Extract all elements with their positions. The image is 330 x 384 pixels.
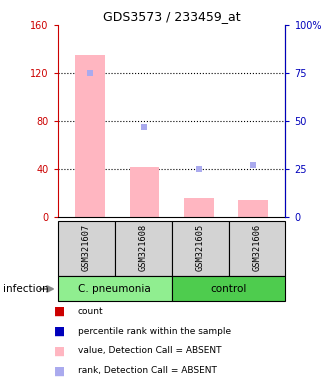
Text: ■: ■ <box>54 344 66 358</box>
Text: ■: ■ <box>54 305 66 318</box>
Bar <box>228 221 285 276</box>
Bar <box>184 198 214 217</box>
Text: count: count <box>78 306 103 316</box>
Text: value, Detection Call = ABSENT: value, Detection Call = ABSENT <box>78 346 221 356</box>
Bar <box>238 200 268 217</box>
Bar <box>75 55 105 217</box>
Text: C. pneumonia: C. pneumonia <box>78 284 151 294</box>
Text: rank, Detection Call = ABSENT: rank, Detection Call = ABSENT <box>78 366 216 376</box>
Text: GSM321605: GSM321605 <box>196 223 205 271</box>
Text: GSM321608: GSM321608 <box>139 223 148 271</box>
Bar <box>58 221 115 276</box>
Text: percentile rank within the sample: percentile rank within the sample <box>78 326 231 336</box>
Bar <box>172 221 228 276</box>
Text: GSM321606: GSM321606 <box>252 223 261 271</box>
Text: ■: ■ <box>54 364 66 377</box>
Bar <box>172 276 285 301</box>
Text: GSM321607: GSM321607 <box>82 223 91 271</box>
Bar <box>130 167 159 217</box>
Text: infection: infection <box>3 284 49 294</box>
Bar <box>115 221 172 276</box>
Bar <box>58 276 172 301</box>
Text: control: control <box>210 284 247 294</box>
Text: GDS3573 / 233459_at: GDS3573 / 233459_at <box>103 10 241 23</box>
Text: ■: ■ <box>54 324 66 338</box>
